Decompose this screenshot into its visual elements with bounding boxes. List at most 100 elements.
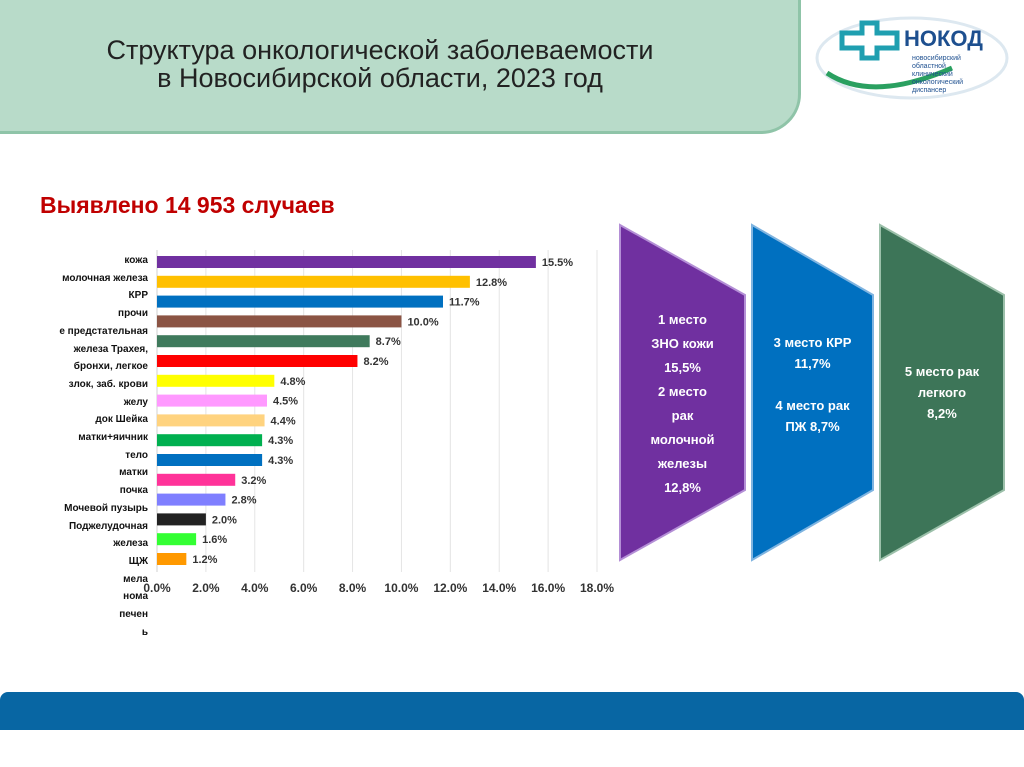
chevron-text: 1 место ЗНО кожи 15,5% 2 место рак молочной же…: [628, 310, 737, 502]
category-label: мела: [123, 573, 148, 585]
bar-value-label: 4.3%: [268, 435, 293, 447]
category-label: док Шейка: [95, 414, 148, 426]
bar: [157, 275, 470, 288]
bar-value-label: 8.2%: [363, 356, 388, 368]
bar-value-label: 10.0%: [407, 316, 438, 328]
category-label: кожа: [124, 255, 148, 266]
chevron-line: 1 место: [658, 312, 707, 327]
cases-count-heading: Выявлено 14 953 случаев: [40, 192, 335, 218]
chevron-line: ЗНО кожи: [651, 336, 714, 351]
svg-text:диспансер: диспансер: [912, 87, 946, 94]
category-label: нома: [123, 591, 148, 603]
category-label: железа Трахея,: [73, 343, 148, 355]
category-label: Мочевой пузырь: [64, 502, 148, 514]
chevron-line: 15,5%: [664, 360, 701, 375]
bar-value-label: 11.7%: [449, 297, 480, 309]
bar-value-label: 1.2%: [192, 554, 217, 566]
bar: [157, 256, 536, 268]
chevron-line: рак: [671, 408, 694, 423]
x-tick-label: 4.0%: [241, 581, 269, 595]
x-tick-label: 10.0%: [384, 581, 419, 595]
bar-value-label: 2.0%: [212, 514, 237, 526]
svg-text:новосибирский: новосибирский: [912, 54, 961, 62]
header-panel: [0, 0, 801, 134]
category-label: ь: [141, 626, 148, 638]
chevron-purple: [619, 223, 746, 562]
category-label: ЩЖ: [128, 555, 148, 567]
bar: [157, 553, 187, 565]
title-line-1: Структура онкологической заболеваемости: [106, 35, 654, 65]
bar: [157, 454, 263, 466]
category-label: прочи: [118, 308, 148, 320]
x-tick-label: 8.0%: [338, 581, 367, 595]
category-label: матки: [119, 467, 148, 479]
svg-text:онкологический: онкологический: [912, 78, 963, 86]
category-label: молочная железа: [62, 272, 148, 284]
chevron-line: 2 место: [658, 384, 707, 399]
bar-value-label: 8.7%: [376, 336, 401, 348]
chevron-line: ПЖ 8,7%: [785, 419, 840, 434]
x-tick-label: 12.0%: [433, 581, 468, 595]
category-label: КРР: [128, 290, 148, 302]
chevron-blue: [751, 223, 874, 562]
x-tick-label: 2.0%: [192, 581, 220, 595]
chevron-line: 3 место КРР: [773, 335, 852, 350]
bar: [157, 533, 197, 546]
bar-chart: 15.5% 12.8% 11.7% 10.0% 8.7% 8.2% 4.8% 4.5% 4.4%…: [156, 250, 598, 572]
svg-text:областной: областной: [912, 62, 946, 70]
bar: [157, 473, 236, 486]
chevron-line: 11,7%: [794, 356, 831, 371]
bar: [157, 513, 206, 526]
chevron-line: 12,8%: [664, 480, 701, 495]
category-label: печен: [119, 609, 148, 620]
category-label: бронхи, легкое: [73, 361, 148, 373]
chevrons: [619, 223, 1005, 562]
bar: [157, 315, 402, 328]
bar: [157, 335, 370, 348]
bar: [157, 374, 275, 387]
bar: [157, 493, 226, 506]
bar: [157, 414, 265, 427]
category-label: е предстательная: [59, 325, 148, 337]
x-tick-label: 14.0%: [482, 581, 517, 595]
nokod-logo: НОКОД новосибирский областной клинически…: [812, 8, 1017, 108]
bar-value-label: 4.4%: [271, 415, 296, 427]
chevron-text: 5 место рак легкого 8,2%: [888, 362, 996, 425]
category-label: железа: [113, 538, 148, 550]
category-label: желу: [123, 396, 148, 408]
page-title: Структура онкологической заболеваемости в…: [60, 36, 700, 92]
footer-band: [0, 692, 1024, 730]
logo-graphic: НОКОД новосибирский областной клинически…: [815, 16, 1009, 100]
svg-text:клинический: клинический: [912, 70, 953, 78]
chevron-text: 3 место КРР 11,7% 4 место рак ПЖ 8,7%: [760, 333, 865, 438]
category-label: тело: [125, 449, 148, 461]
bar-value-label: 4.3%: [268, 455, 293, 467]
bar-value-label: 4.8%: [280, 376, 305, 388]
bar-value-label: 1.6%: [202, 534, 227, 546]
chevron-line: молочной: [650, 432, 715, 447]
bar-value-label: 12.8%: [476, 277, 507, 289]
bar-value-label: 4.5%: [273, 396, 298, 408]
x-tick-label: 16.0%: [531, 581, 566, 595]
category-label: матки+яичник: [78, 432, 148, 443]
chevron-line: 8,2%: [927, 406, 957, 421]
title-line-2: в Новосибирской области, 2023 год: [157, 63, 603, 93]
bar: [157, 295, 443, 308]
bar-value-label: 2.8%: [231, 495, 256, 507]
bar: [157, 355, 358, 367]
chevron-line: 5 место рак: [904, 364, 980, 379]
bar-value-label: 3.2%: [241, 475, 266, 487]
chevron-line: легкого: [917, 385, 967, 400]
svg-text:НОКОД: НОКОД: [904, 26, 983, 51]
category-label: Поджелудочная: [68, 520, 148, 532]
category-label: почка: [119, 485, 148, 497]
chevron-line: железы: [657, 456, 708, 471]
x-tick-label: 0.0%: [143, 581, 171, 595]
x-tick-label: 18.0%: [579, 581, 615, 595]
bar: [157, 434, 263, 447]
x-tick-label: 6.0%: [289, 581, 318, 595]
bar-value-label: 15.5%: [542, 257, 573, 269]
chevron-line: 4 место рак: [775, 398, 850, 413]
category-label: злок, заб. крови: [68, 378, 148, 390]
bar: [157, 394, 267, 407]
